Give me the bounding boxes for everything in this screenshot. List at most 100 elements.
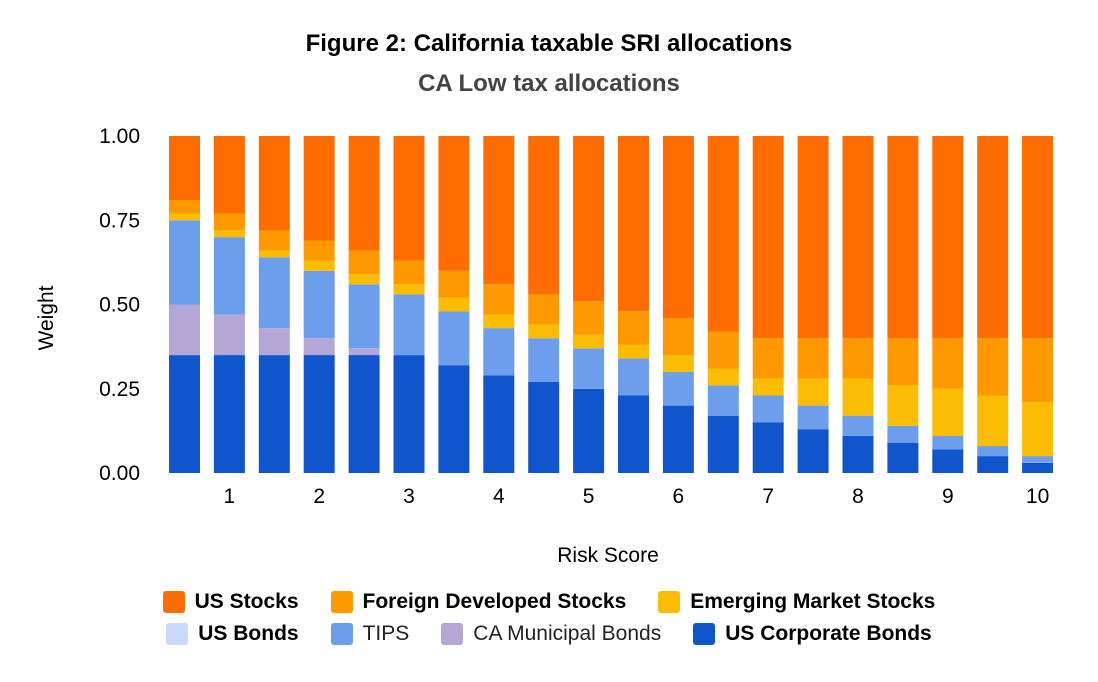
bar-segment-tips-13 — [707, 385, 739, 416]
legend-item-tips: TIPS — [330, 622, 410, 646]
legend-item-foreign-developed-stocks: Foreign Developed Stocks — [330, 590, 627, 614]
x-tick-label: 8 — [852, 485, 864, 508]
bar-segment-tips-12 — [662, 371, 694, 406]
bar-segment-tips-18 — [932, 435, 964, 450]
bar-segment-tips-6 — [393, 294, 425, 356]
bar-segment-foreign-developed-stocks-12 — [662, 318, 694, 356]
bar-segment-us-corporate-bonds-3 — [258, 355, 290, 473]
bar-segment-emerging-market-stocks-8 — [483, 314, 515, 329]
bar-segment-ca-municipal-bonds-3 — [258, 328, 290, 356]
bar-segment-us-stocks-16 — [842, 136, 874, 339]
bar-segment-emerging-market-stocks-11 — [618, 344, 649, 359]
bar-segment-emerging-market-stocks-18 — [932, 388, 964, 436]
x-tick-label: 1 — [224, 485, 236, 508]
y-axis-label: Weight — [35, 285, 58, 350]
legend-swatch-emerging-market-stocks — [658, 591, 681, 613]
bar-segment-tips-4 — [303, 270, 335, 339]
legend-item-emerging-market-stocks: Emerging Market Stocks — [658, 590, 935, 614]
bar-segment-emerging-market-stocks-3 — [258, 250, 290, 258]
bar-segment-us-corporate-bonds-4 — [303, 355, 335, 473]
y-tick-label: 0.25 — [99, 378, 140, 401]
bar-segment-emerging-market-stocks-1 — [169, 213, 200, 221]
bar-segment-us-corporate-bonds-16 — [842, 435, 874, 473]
bar-segment-emerging-market-stocks-17 — [887, 385, 919, 426]
x-tick-label: 10 — [1026, 485, 1049, 508]
bar-segment-us-stocks-11 — [618, 136, 649, 312]
bar-segment-foreign-developed-stocks-17 — [887, 338, 919, 386]
x-tick-label: 2 — [313, 485, 325, 508]
bar-segment-us-corporate-bonds-12 — [662, 405, 694, 473]
bar-segment-emerging-market-stocks-14 — [752, 378, 784, 396]
bar-segment-foreign-developed-stocks-16 — [842, 338, 874, 379]
bar-segment-emerging-market-stocks-13 — [707, 368, 739, 386]
bar-segment-us-corporate-bonds-19 — [977, 456, 1009, 473]
x-tick-label: 9 — [942, 485, 954, 508]
bar-segment-tips-2 — [213, 237, 245, 315]
bar-segment-us-corporate-bonds-5 — [348, 355, 380, 473]
bar-segment-foreign-developed-stocks-1 — [169, 200, 200, 214]
x-tick-label: 6 — [673, 485, 685, 508]
legend-label-ca-municipal-bonds: CA Municipal Bonds — [473, 622, 662, 645]
chart-subtitle: CA Low tax allocations — [418, 70, 680, 97]
y-axis: 0.00 0.25 0.50 0.75 1.00 — [99, 125, 140, 485]
bar-segment-us-stocks-10 — [573, 136, 605, 302]
bar-segment-tips-14 — [752, 395, 784, 423]
bar-segment-ca-municipal-bonds-4 — [303, 338, 335, 355]
bar-segment-us-stocks-17 — [887, 136, 919, 339]
bar-segment-tips-10 — [573, 348, 605, 389]
bar-segment-emerging-market-stocks-2 — [213, 230, 245, 238]
bar-segment-us-corporate-bonds-9 — [528, 382, 560, 473]
y-tick-label: 0.00 — [99, 462, 140, 485]
bar-segment-foreign-developed-stocks-9 — [528, 294, 560, 325]
legend-label-tips: TIPS — [362, 622, 410, 645]
y-tick-label: 0.50 — [99, 294, 140, 317]
bar-segment-emerging-market-stocks-9 — [528, 324, 560, 339]
bar-segment-us-corporate-bonds-18 — [932, 449, 964, 473]
bar-segment-emerging-market-stocks-16 — [842, 378, 874, 416]
legend-item-ca-municipal-bonds: CA Municipal Bonds — [441, 622, 661, 646]
bar-segment-us-stocks-1 — [169, 136, 200, 200]
bar-segment-us-stocks-15 — [797, 136, 829, 339]
bar-segment-tips-3 — [258, 257, 290, 329]
bar-segment-emerging-market-stocks-20 — [1022, 402, 1054, 457]
legend-label-us-bonds: US Bonds — [198, 622, 299, 645]
bar-segment-us-corporate-bonds-8 — [483, 375, 515, 473]
bar-segment-us-stocks-12 — [662, 136, 694, 318]
y-tick-label: 0.75 — [99, 209, 140, 232]
bar-segment-tips-1 — [169, 220, 200, 305]
legend-swatch-us-corporate-bonds — [693, 623, 716, 645]
bar-segment-us-corporate-bonds-15 — [797, 429, 829, 473]
bar-segment-tips-15 — [797, 405, 829, 430]
bar-segment-us-corporate-bonds-13 — [707, 415, 739, 473]
bar-segment-foreign-developed-stocks-2 — [213, 213, 245, 231]
bar-segment-us-corporate-bonds-20 — [1022, 462, 1054, 473]
bar-segment-us-stocks-13 — [707, 136, 739, 332]
bar-segment-us-stocks-6 — [393, 136, 425, 261]
legend-item-us-corporate-bonds: US Corporate Bonds — [693, 622, 932, 646]
x-axis-label: Risk Score — [557, 544, 659, 567]
bar-segment-emerging-market-stocks-12 — [662, 355, 694, 372]
bar-segment-ca-municipal-bonds-5 — [348, 348, 380, 355]
bar-segment-emerging-market-stocks-15 — [797, 378, 829, 406]
bar-segment-tips-7 — [438, 311, 470, 366]
bar-segment-foreign-developed-stocks-18 — [932, 338, 964, 389]
bar-segment-us-corporate-bonds-6 — [393, 355, 425, 473]
chart-title: Figure 2: California taxable SRI allocat… — [305, 30, 793, 57]
bar-segment-foreign-developed-stocks-6 — [393, 260, 425, 285]
bar-segment-us-stocks-4 — [303, 136, 335, 241]
bar-segment-tips-16 — [842, 415, 874, 436]
bar-segment-foreign-developed-stocks-19 — [977, 338, 1009, 396]
bar-segment-us-corporate-bonds-11 — [618, 395, 649, 473]
bar-segment-us-corporate-bonds-14 — [752, 422, 784, 473]
legend-swatch-us-stocks — [162, 591, 185, 613]
legend-label-foreign-developed-stocks: Foreign Developed Stocks — [362, 590, 627, 613]
bar-segment-us-corporate-bonds-2 — [213, 355, 245, 473]
bar-segment-foreign-developed-stocks-7 — [438, 270, 470, 298]
bar-segment-foreign-developed-stocks-20 — [1022, 338, 1054, 403]
bar-segment-foreign-developed-stocks-5 — [348, 250, 380, 275]
legend-swatch-ca-municipal-bonds — [441, 623, 464, 645]
bar-segment-us-corporate-bonds-7 — [438, 365, 470, 473]
bar-segment-tips-5 — [348, 284, 380, 349]
bar-segment-tips-8 — [483, 328, 515, 376]
